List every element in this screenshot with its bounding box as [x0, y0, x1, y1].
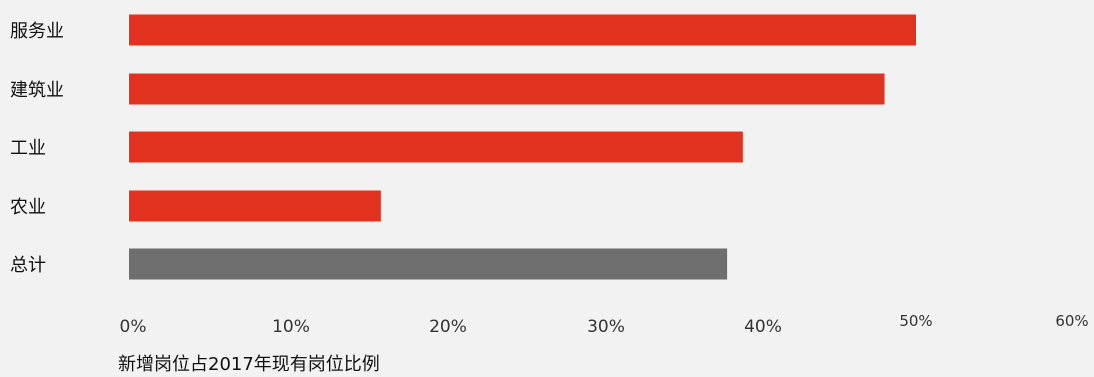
category-label: 建筑业: [10, 80, 64, 101]
bars-group: [129, 14, 916, 280]
bar-5: [129, 248, 728, 280]
x-tick-label: 10%: [272, 317, 310, 337]
category-label: 农业: [10, 197, 46, 218]
x-tick-label: 60%: [1055, 312, 1088, 330]
x-axis-ticks: 0% 10% 20% 30% 40% 50% 60%: [120, 312, 1089, 337]
x-tick-label: 20%: [429, 317, 467, 337]
x-tick-label: 50%: [899, 312, 932, 330]
bar-2: [129, 73, 885, 105]
category-label: 服务业: [10, 21, 64, 42]
category-label: 总计: [10, 255, 46, 276]
x-tick-label: 30%: [587, 317, 625, 337]
x-tick-label: 0%: [120, 317, 147, 337]
bar-4: [129, 190, 381, 222]
bar-1: [129, 14, 916, 46]
category-label: 工业: [10, 138, 46, 159]
x-tick-label: 40%: [744, 317, 782, 337]
x-axis-title: 新增岗位占2017年现有岗位比例: [118, 354, 380, 375]
bar-3: [129, 131, 743, 163]
